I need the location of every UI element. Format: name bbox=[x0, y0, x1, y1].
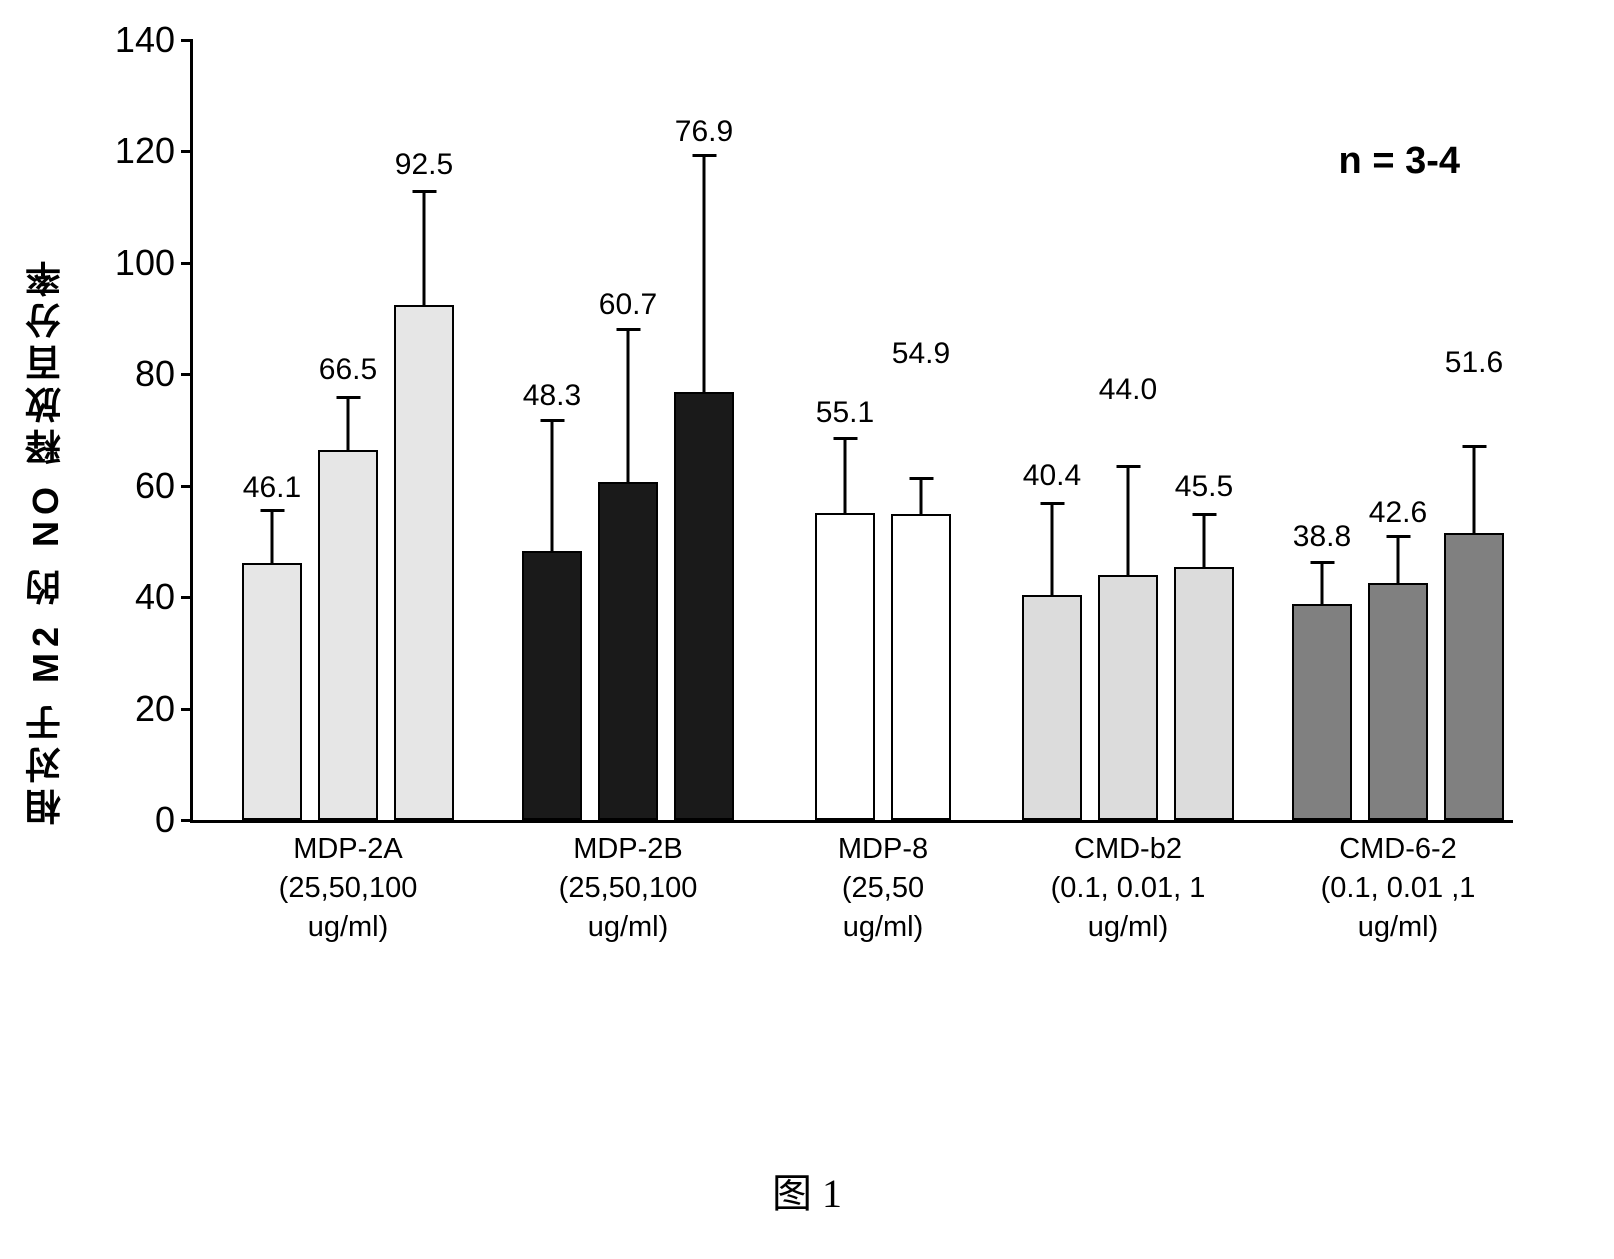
error-cap bbox=[1116, 465, 1140, 468]
error-cap bbox=[909, 477, 933, 480]
bar-value-label: 54.9 bbox=[892, 337, 950, 371]
y-tick-label: 0 bbox=[155, 799, 193, 841]
error-cap bbox=[336, 396, 360, 399]
bar-value-label: 51.6 bbox=[1445, 346, 1503, 380]
error-bar bbox=[1321, 561, 1324, 606]
error-bar bbox=[1473, 445, 1476, 534]
bar: 92.5 bbox=[394, 305, 454, 820]
bar: 38.8 bbox=[1292, 604, 1352, 820]
bar: 48.3 bbox=[522, 551, 582, 820]
group-label: MDP-8(25,50ug/ml) bbox=[753, 820, 1013, 947]
bar: 40.4 bbox=[1022, 595, 1082, 820]
error-bar bbox=[551, 419, 554, 553]
y-tick-label: 140 bbox=[115, 19, 193, 61]
bar: 54.9 bbox=[891, 514, 951, 820]
bar: 55.1 bbox=[815, 513, 875, 820]
error-bar bbox=[423, 190, 426, 307]
bar: 60.7 bbox=[598, 482, 658, 820]
bar: 46.1 bbox=[242, 563, 302, 820]
bar: 66.5 bbox=[318, 450, 378, 821]
error-cap bbox=[692, 154, 716, 157]
error-bar bbox=[1051, 502, 1054, 597]
bar-group: 38.842.651.6CMD-6-2(0.1, 0.01 ,1ug/ml) bbox=[1273, 533, 1523, 820]
error-cap bbox=[1310, 561, 1334, 564]
error-bar bbox=[703, 154, 706, 394]
error-cap bbox=[1462, 445, 1486, 448]
error-bar bbox=[1397, 535, 1400, 585]
error-cap bbox=[260, 509, 284, 512]
bar: 42.6 bbox=[1368, 583, 1428, 820]
bar-group: 55.154.9MDP-8(25,50ug/ml) bbox=[788, 513, 978, 820]
y-tick-label: 20 bbox=[135, 688, 193, 730]
y-tick-label: 60 bbox=[135, 465, 193, 507]
bar-value-label: 45.5 bbox=[1175, 470, 1233, 504]
group-label: MDP-2A(25,50,100ug/ml) bbox=[218, 820, 478, 947]
bar-group: 40.444.045.5CMD-b2(0.1, 0.01, 1ug/ml) bbox=[1003, 567, 1253, 821]
error-cap bbox=[540, 419, 564, 422]
bar-group: 46.166.592.5MDP-2A(25,50,100ug/ml) bbox=[223, 305, 473, 820]
bar-value-label: 38.8 bbox=[1293, 520, 1351, 554]
bar-value-label: 60.7 bbox=[599, 288, 657, 322]
page-root: 相对于 M2 的 NO 释放百分率 n = 3-4 02040608010012… bbox=[0, 0, 1614, 1259]
error-bar bbox=[627, 328, 630, 484]
group-label: CMD-6-2(0.1, 0.01 ,1ug/ml) bbox=[1268, 820, 1528, 947]
bar-value-label: 55.1 bbox=[816, 396, 874, 430]
error-cap bbox=[412, 190, 436, 193]
bar-value-label: 48.3 bbox=[523, 379, 581, 413]
figure-caption: 图 1 bbox=[772, 1161, 842, 1219]
plot-area: 02040608010012014046.166.592.5MDP-2A(25,… bbox=[190, 40, 1513, 823]
y-tick-label: 100 bbox=[115, 242, 193, 284]
bar-value-label: 40.4 bbox=[1023, 459, 1081, 493]
bar-value-label: 42.6 bbox=[1369, 496, 1427, 530]
error-bar bbox=[844, 437, 847, 515]
bar-value-label: 66.5 bbox=[319, 353, 377, 387]
bar: 44.0 bbox=[1098, 575, 1158, 820]
error-bar bbox=[1127, 465, 1130, 576]
group-label: CMD-b2(0.1, 0.01, 1ug/ml) bbox=[998, 820, 1258, 947]
bar-value-label: 46.1 bbox=[243, 471, 301, 505]
bar: 76.9 bbox=[674, 392, 734, 820]
bar: 45.5 bbox=[1174, 567, 1234, 821]
bar-value-label: 76.9 bbox=[675, 115, 733, 149]
chart-wrapper: 相对于 M2 的 NO 释放百分率 n = 3-4 02040608010012… bbox=[60, 40, 1540, 1040]
error-bar bbox=[347, 396, 350, 452]
error-bar bbox=[271, 509, 274, 565]
bar-group: 48.360.776.9MDP-2B(25,50,100ug/ml) bbox=[503, 392, 753, 820]
error-cap bbox=[1040, 502, 1064, 505]
error-cap bbox=[616, 328, 640, 331]
bar: 51.6 bbox=[1444, 533, 1504, 820]
group-label: MDP-2B(25,50,100ug/ml) bbox=[498, 820, 758, 947]
error-cap bbox=[1192, 513, 1216, 516]
error-cap bbox=[833, 437, 857, 440]
error-cap bbox=[1386, 535, 1410, 538]
error-bar bbox=[920, 477, 923, 516]
bar-value-label: 92.5 bbox=[395, 148, 453, 182]
y-tick-label: 80 bbox=[135, 353, 193, 395]
y-axis-label: 相对于 M2 的 NO 释放百分率 bbox=[20, 255, 72, 825]
bar-value-label: 44.0 bbox=[1099, 373, 1157, 407]
y-tick-label: 40 bbox=[135, 576, 193, 618]
error-bar bbox=[1203, 513, 1206, 569]
y-tick-label: 120 bbox=[115, 130, 193, 172]
